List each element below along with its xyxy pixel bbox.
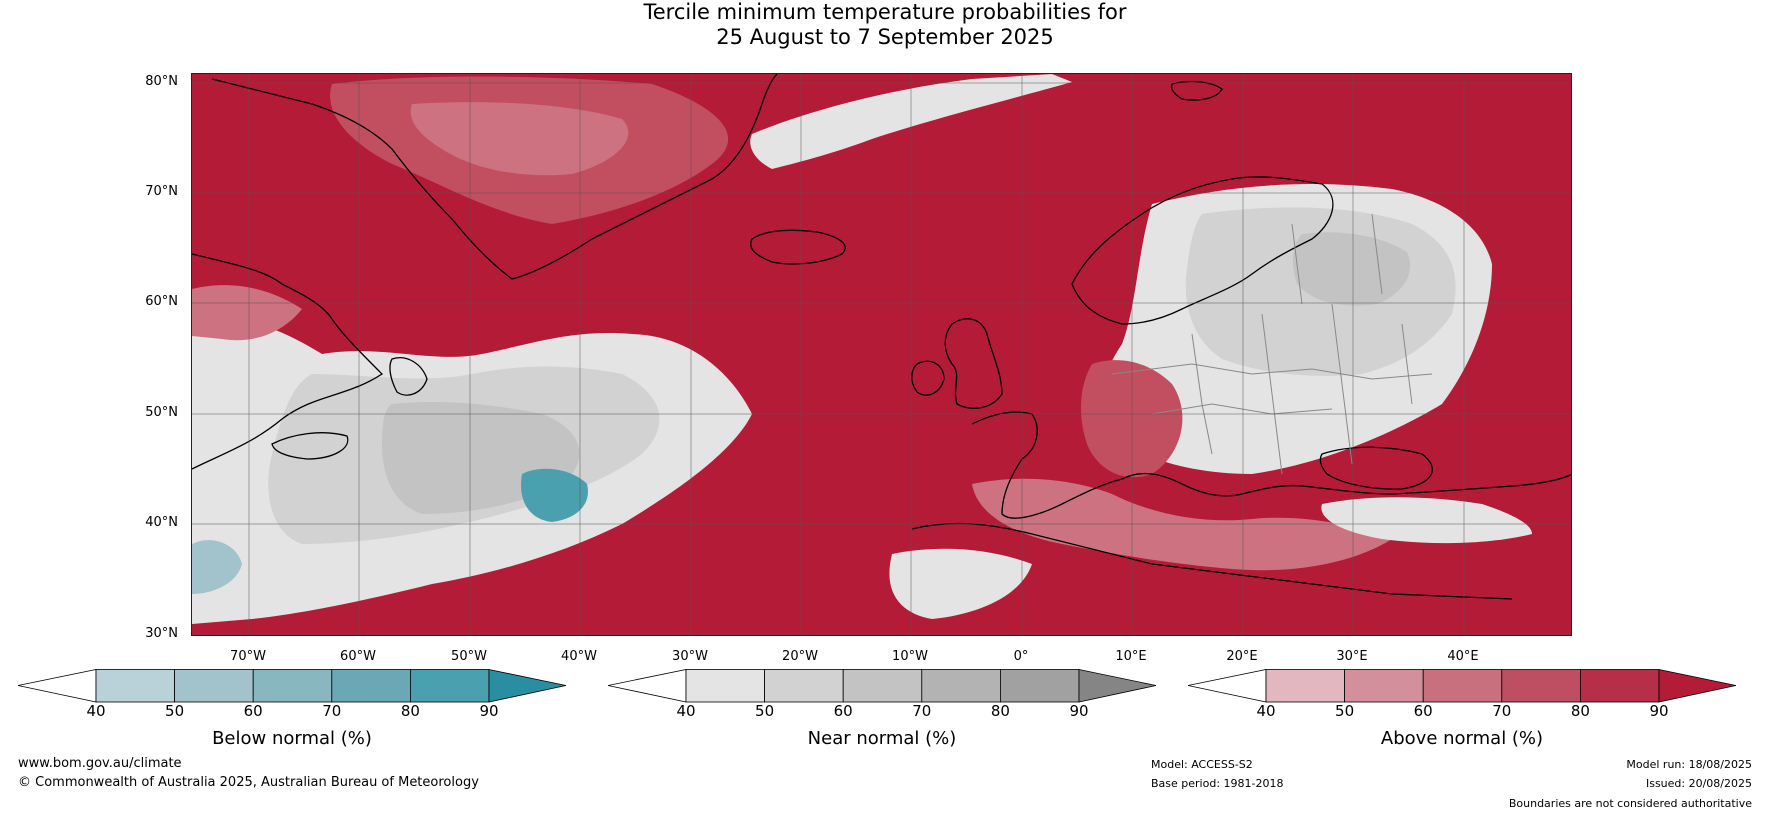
above-normal-band-greenland-inner xyxy=(410,102,629,176)
above-normal-band-mediterranean xyxy=(972,478,1392,571)
footer-model-run: Model run: 18/08/2025 xyxy=(1626,758,1752,771)
colorbar-segment xyxy=(252,669,333,703)
colorbar-tick-label: 50 xyxy=(165,702,185,720)
footer-base-period: Base period: 1981-2018 xyxy=(1151,777,1284,790)
coastline-newfoundland xyxy=(389,357,428,396)
footer-copyright: © Commonwealth of Australia 2025, Austra… xyxy=(18,775,479,790)
colorbar-title: Above normal (%) xyxy=(1380,728,1544,749)
colorbar-tick-label: 60 xyxy=(1413,702,1433,720)
colorbar-segment xyxy=(685,669,765,703)
above-normal-band-europe xyxy=(1080,360,1183,478)
latitude-label: 80°N xyxy=(145,74,178,89)
colorbar-segment xyxy=(174,669,254,703)
longitude-label: 20°W xyxy=(782,649,818,664)
latitude-label: 70°N xyxy=(145,184,178,199)
colorbar-segment xyxy=(842,669,923,703)
colorbar-segment xyxy=(1501,669,1581,703)
colorbar-title: Below normal (%) xyxy=(212,728,372,749)
coastline-ireland xyxy=(911,360,945,396)
colorbar-tick-label: 50 xyxy=(1335,702,1355,720)
longitude-label: 60°W xyxy=(340,649,376,664)
longitude-label: 10°W xyxy=(892,649,928,664)
below-normal-patch-us xyxy=(192,540,242,594)
colorbar-tick-label: 80 xyxy=(1570,702,1590,720)
coastline-north-america xyxy=(192,253,384,470)
below-normal-patch-atlantic xyxy=(521,468,588,522)
latitude-label: 60°N xyxy=(145,294,178,309)
colorbar-near xyxy=(608,669,1156,703)
probability-map xyxy=(191,73,1572,636)
colorbar-tick-label: 60 xyxy=(833,702,853,720)
longitude-label: 50°W xyxy=(451,649,487,664)
coastline-arctic-islands xyxy=(1170,80,1223,101)
colorbar-segment xyxy=(95,669,175,703)
colorbar-over-triangle xyxy=(1658,669,1736,703)
colorbar-over-triangle xyxy=(1078,669,1156,703)
colorbar-under-triangle xyxy=(18,669,97,703)
footer-disclaimer: Boundaries are not considered authoritat… xyxy=(1508,797,1752,810)
longitude-label: 30°E xyxy=(1336,649,1368,664)
colorbar-tick-label: 80 xyxy=(990,702,1010,720)
colorbar-segment xyxy=(1344,669,1424,703)
colorbar-tick-label: 40 xyxy=(676,702,696,720)
footer-model: Model: ACCESS-S2 xyxy=(1151,758,1253,771)
coastline-britain xyxy=(944,318,1003,409)
colorbar-over-triangle xyxy=(488,669,566,703)
graticule xyxy=(192,74,1571,635)
longitude-label: 40°W xyxy=(561,649,597,664)
borders-europe xyxy=(1111,213,1433,475)
near-normal-band-africa xyxy=(889,548,1032,619)
colorbar-under-triangle xyxy=(608,669,687,703)
colorbar-tick-label: 90 xyxy=(1069,702,1089,720)
footer-website: www.bom.gov.au/climate xyxy=(18,756,182,771)
colorbar-under-triangle xyxy=(1188,669,1267,703)
colorbar-tick-label: 70 xyxy=(1492,702,1512,720)
chart-title: Tercile minimum temperature probabilitie… xyxy=(0,0,1770,50)
colorbar-segment xyxy=(331,669,411,703)
colorbar-above xyxy=(1188,669,1736,703)
coastline-scandinavia xyxy=(1071,176,1334,325)
colorbar-below xyxy=(18,669,566,703)
coastline-nova-scotia xyxy=(271,432,349,460)
colorbar-title: Near normal (%) xyxy=(807,728,957,749)
colorbar-tick-label: 90 xyxy=(1649,702,1669,720)
colorbar-tick-label: 70 xyxy=(322,702,342,720)
longitude-label: 40°E xyxy=(1447,649,1479,664)
colorbar-segment xyxy=(1579,669,1660,703)
colorbar-tick-label: 50 xyxy=(755,702,775,720)
title-line-2: 25 August to 7 September 2025 xyxy=(716,25,1054,49)
colorbar-tick-label: 90 xyxy=(479,702,499,720)
coastline-north-africa xyxy=(911,522,1513,600)
colorbar-tick-label: 80 xyxy=(400,702,420,720)
latitude-label: 50°N xyxy=(145,405,178,420)
colorbar-segment xyxy=(1422,669,1503,703)
colorbar-tick-label: 60 xyxy=(243,702,263,720)
above-normal-band-us xyxy=(192,285,302,341)
longitude-label: 20°E xyxy=(1226,649,1258,664)
colorbar-tick-label: 40 xyxy=(86,702,106,720)
latitude-label: 30°N xyxy=(145,626,178,641)
coastline-black-sea xyxy=(1319,446,1434,490)
footer-issued: Issued: 20/08/2025 xyxy=(1645,777,1752,790)
colorbar-segment xyxy=(764,669,844,703)
near-normal-band-turkey xyxy=(1321,497,1532,544)
coastline-iceland xyxy=(750,229,846,265)
colorbar-tick-label: 40 xyxy=(1256,702,1276,720)
title-line-1: Tercile minimum temperature probabilitie… xyxy=(643,0,1127,24)
coastline-greenland xyxy=(211,74,778,280)
colorbar-segment xyxy=(409,669,490,703)
colorbar-tick-label: 70 xyxy=(912,702,932,720)
colorbar-segment xyxy=(921,669,1001,703)
longitude-label: 10°E xyxy=(1115,649,1147,664)
longitude-label: 0° xyxy=(1013,649,1029,664)
longitude-label: 70°W xyxy=(230,649,266,664)
latitude-label: 40°N xyxy=(145,515,178,530)
longitude-label: 30°W xyxy=(672,649,708,664)
colorbar-segment xyxy=(999,669,1080,703)
colorbar-segment xyxy=(1265,669,1345,703)
